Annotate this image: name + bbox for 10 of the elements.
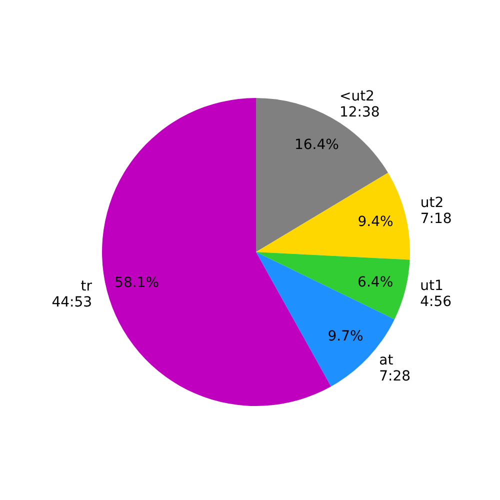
data-label: 58.1% xyxy=(114,275,160,292)
data-label: 9.7% xyxy=(328,328,364,345)
slice-label: ut1 4:56 xyxy=(420,278,452,310)
slice-label: at 7:28 xyxy=(379,352,411,384)
slice-label: <ut2 12:38 xyxy=(339,88,380,121)
slice-label: tr 44:53 xyxy=(52,278,92,311)
data-label: 6.4% xyxy=(358,274,394,291)
data-label: 9.4% xyxy=(358,214,394,230)
data-label: 16.4% xyxy=(294,136,339,153)
slice-label: ut2 7:18 xyxy=(420,194,452,227)
